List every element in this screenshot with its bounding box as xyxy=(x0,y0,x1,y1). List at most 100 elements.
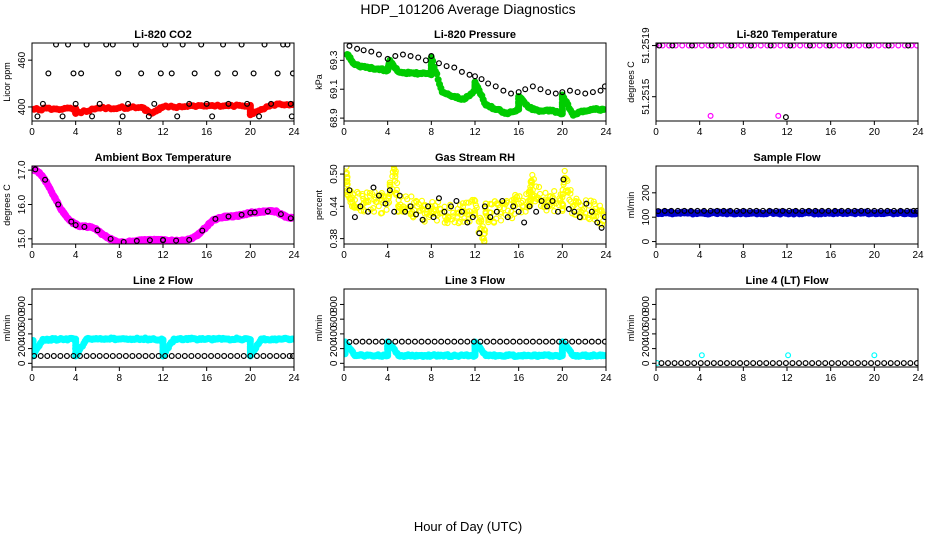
data-point xyxy=(481,203,488,210)
data-point xyxy=(698,352,705,359)
y-tick-label: 51.2519 xyxy=(641,27,652,64)
x-tick-label: 12 xyxy=(469,373,481,384)
data-point xyxy=(701,207,708,214)
data-point xyxy=(582,338,589,345)
data-point xyxy=(492,83,499,90)
data-point xyxy=(881,360,888,367)
data-point xyxy=(714,207,721,214)
x-tick-label: 8 xyxy=(741,127,747,138)
data-point-fill xyxy=(485,219,492,226)
data-point xyxy=(854,360,861,367)
data-point-fill xyxy=(549,195,556,202)
data-point xyxy=(529,83,536,90)
y-tick-label: 68.9 xyxy=(329,108,340,128)
x-tick-label: 24 xyxy=(600,127,612,138)
data-point xyxy=(846,43,853,49)
data-point xyxy=(786,207,793,214)
data-point xyxy=(78,70,85,77)
data-point xyxy=(360,47,367,54)
data-point xyxy=(288,113,294,120)
data-point xyxy=(186,236,193,243)
data-point xyxy=(191,70,198,77)
data-point xyxy=(464,338,471,345)
data-point-fill xyxy=(590,198,597,205)
series-2 xyxy=(346,176,606,237)
data-point xyxy=(841,360,848,367)
data-point xyxy=(865,43,872,49)
data-point xyxy=(554,208,561,215)
data-point xyxy=(173,237,180,244)
x-tick-label: 12 xyxy=(157,373,169,384)
data-point-fill xyxy=(430,206,437,213)
data-point xyxy=(687,207,694,214)
data-point-fill xyxy=(535,183,543,191)
x-tick-label: 24 xyxy=(288,250,300,261)
data-point xyxy=(490,338,497,345)
data-point xyxy=(766,207,773,214)
data-point xyxy=(720,207,727,214)
data-point xyxy=(96,352,103,359)
data-point xyxy=(818,207,825,214)
data-point xyxy=(779,207,786,214)
panel-title: Line 3 Flow xyxy=(445,275,505,287)
data-point xyxy=(37,352,44,359)
series-1 xyxy=(344,166,606,244)
data-point xyxy=(737,360,744,367)
data-point-fill xyxy=(563,176,570,183)
data-point xyxy=(418,338,425,345)
data-point xyxy=(72,222,79,229)
data-point xyxy=(444,338,451,345)
x-tick-label: 8 xyxy=(741,250,747,261)
data-point-fill xyxy=(497,217,505,224)
data-point-fill xyxy=(471,196,478,204)
data-point-fill xyxy=(522,208,529,215)
data-point xyxy=(220,43,227,48)
data-point xyxy=(260,352,267,359)
data-point xyxy=(691,360,698,367)
x-tick-label: 16 xyxy=(513,373,525,384)
y-tick-label: 400 xyxy=(17,98,28,115)
series-group xyxy=(32,43,294,120)
chart-panel-5: Gas Stream RH 0 4 8 12 16 20 24 0.38 0.44 0.50 perc… xyxy=(314,152,612,261)
x-tick-label: 8 xyxy=(429,373,435,384)
data-point-fill xyxy=(408,193,415,200)
data-point xyxy=(50,352,57,359)
data-point xyxy=(234,352,241,359)
data-point xyxy=(717,360,724,367)
data-point xyxy=(523,338,530,345)
series-group xyxy=(32,166,294,244)
data-point xyxy=(232,70,239,77)
data-point-fill xyxy=(457,211,465,218)
data-point xyxy=(851,207,858,214)
y-tick-label: 0 xyxy=(329,360,340,366)
y-tick-label: 200 xyxy=(641,340,652,357)
data-point xyxy=(431,338,438,345)
data-point xyxy=(728,43,735,49)
data-point xyxy=(601,214,606,221)
data-point xyxy=(864,207,871,214)
y-axis-label: degrees C xyxy=(2,184,12,226)
data-point xyxy=(504,214,511,221)
x-tick-label: 0 xyxy=(653,250,659,261)
data-point xyxy=(53,43,60,48)
x-tick-label: 24 xyxy=(288,373,300,384)
data-point xyxy=(515,208,522,215)
data-point xyxy=(168,70,175,77)
data-point xyxy=(789,360,796,367)
data-point xyxy=(138,70,145,77)
data-point xyxy=(669,43,676,49)
data-point xyxy=(286,352,293,359)
data-point-fill xyxy=(441,203,448,210)
data-point xyxy=(895,43,902,49)
data-point xyxy=(244,100,251,107)
x-tick-label: 24 xyxy=(912,373,924,384)
data-point xyxy=(353,338,360,345)
data-point xyxy=(39,100,46,107)
data-point xyxy=(149,352,156,359)
chart-panel-3: Li-820 Temperature 0 4 8 12 16 20 24 51.2515 51.2… xyxy=(626,27,924,138)
x-tick-label: 0 xyxy=(341,373,347,384)
data-point-fill xyxy=(559,206,566,213)
data-point xyxy=(510,203,517,210)
data-point xyxy=(70,70,77,77)
y-tick-label: 0.44 xyxy=(329,196,340,216)
